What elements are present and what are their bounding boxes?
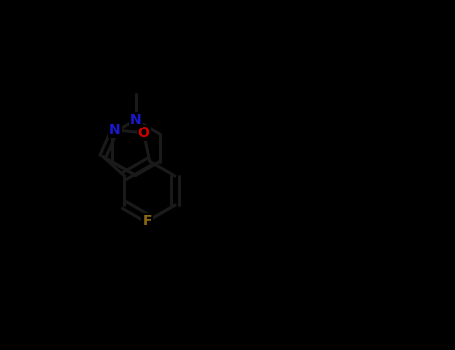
Text: N: N [109,123,121,137]
Text: O: O [138,126,150,140]
Text: F: F [142,214,152,228]
Text: N: N [130,113,142,127]
